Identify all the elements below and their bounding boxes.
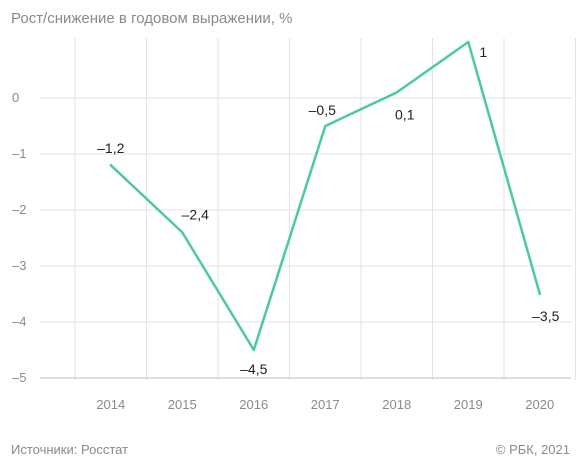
data-labels: –1,2 –2,4 –4,5 –0,5 0,1 1 –3,5 [97,44,559,377]
data-label: –4,5 [240,361,267,377]
grid [40,38,576,380]
source-note: Источники: Росстат [11,442,129,457]
copyright-note: © РБК, 2021 [495,442,570,457]
data-label: –1,2 [97,140,124,156]
series-group [109,40,542,352]
x-tick-label: 2017 [311,397,340,412]
y-tick-label: –4 [12,314,26,329]
data-label: –2,4 [182,206,209,222]
y-axis-ticks: 0 –1 –2 –3 –4 –5 [12,90,26,385]
chart-title: Рост/снижение в годовом выражении, % [11,10,293,27]
series-line [109,40,542,352]
y-tick-label: –5 [12,370,26,385]
y-tick-label: –3 [12,258,26,273]
data-label: 0,1 [395,106,415,122]
data-label: –0,5 [309,102,336,118]
y-tick-label: –1 [12,146,26,161]
x-tick-label: 2020 [525,397,554,412]
data-label: –3,5 [532,308,559,324]
x-tick-label: 2016 [239,397,268,412]
x-tick-label: 2018 [382,397,411,412]
x-tick-label: 2015 [168,397,197,412]
x-tick-label: 2014 [96,397,125,412]
data-label: 1 [479,44,487,60]
y-tick-label: 0 [12,90,19,105]
x-axis-ticks: 2014 2015 2016 2017 2018 2019 2020 [96,397,554,412]
x-tick-label: 2019 [454,397,483,412]
y-tick-label: –2 [12,202,26,217]
